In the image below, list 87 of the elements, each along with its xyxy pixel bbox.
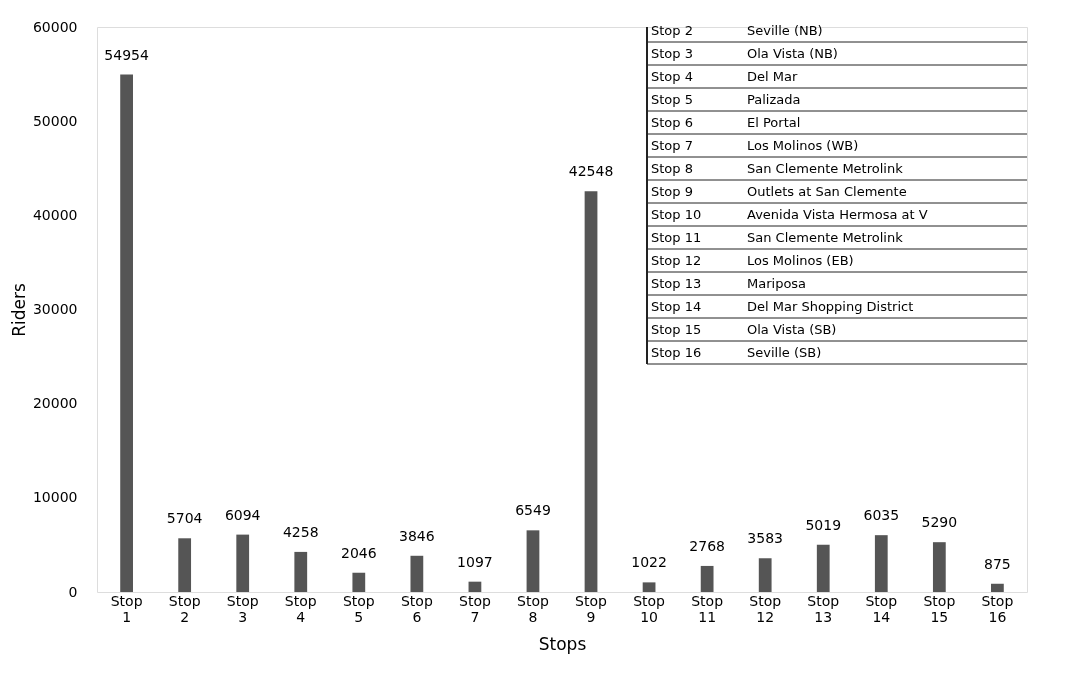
data-label: 2046 xyxy=(341,544,377,561)
annotation: Stop 11 xyxy=(651,229,702,245)
annotation: Stop 9 xyxy=(651,183,693,199)
annotation: Del Mar xyxy=(747,68,798,84)
x-axis-title: Stops xyxy=(538,633,587,654)
bar xyxy=(642,582,656,592)
y-tick-label: 40000 xyxy=(32,206,78,223)
x-tick-label: Stop 2 xyxy=(168,592,201,625)
annotation: Los Molinos (WB) xyxy=(747,137,859,153)
data-label: 6094 xyxy=(224,506,261,523)
x-tick-label: Stop 4 xyxy=(284,592,317,625)
annotation: Stop 2 xyxy=(651,22,693,38)
annotation: Mariposa xyxy=(747,275,807,291)
bar xyxy=(991,583,1004,592)
data-label: 1022 xyxy=(631,554,667,571)
data-label: 6549 xyxy=(515,502,551,519)
bar xyxy=(874,535,888,592)
x-tick-label: Stop 15 xyxy=(923,592,956,625)
annotation: Ola Vista (SB) xyxy=(747,321,837,337)
x-tick-label: Stop 10 xyxy=(633,592,666,625)
data-label: 875 xyxy=(984,555,1011,572)
y-tick-label: 50000 xyxy=(32,112,78,129)
bar xyxy=(352,572,366,592)
data-label: 2768 xyxy=(689,537,725,554)
annotation: Seville (NB) xyxy=(747,22,823,38)
annotation: Palizada xyxy=(747,91,801,107)
data-label: 5290 xyxy=(921,514,958,531)
bar xyxy=(758,558,772,592)
x-tick-label: Stop 6 xyxy=(400,592,433,625)
bar xyxy=(584,191,598,592)
x-tick-label: Stop 16 xyxy=(981,592,1014,625)
data-label: 42548 xyxy=(568,163,614,180)
y-axis-title: Riders xyxy=(8,283,29,337)
x-tick-label: Stop 5 xyxy=(342,592,375,625)
bar xyxy=(700,565,714,592)
bar xyxy=(526,530,540,592)
data-label: 3846 xyxy=(399,527,435,544)
y-tick-label: 10000 xyxy=(32,489,78,506)
bar xyxy=(410,555,424,592)
annotation: Los Molinos (EB) xyxy=(747,252,854,268)
data-label: 3583 xyxy=(747,530,783,547)
annotation: Ola Vista (NB) xyxy=(747,45,838,61)
annotation: Stop 16 xyxy=(651,344,702,360)
annotation: Avenida Vista Hermosa at V xyxy=(747,206,928,222)
data-label: 1097 xyxy=(457,553,493,570)
x-tick-label: Stop 11 xyxy=(691,592,724,625)
y-tick-label: 30000 xyxy=(32,301,78,317)
annotation: Stop 4 xyxy=(651,68,693,84)
data-label: 6035 xyxy=(863,507,900,524)
annotation: Del Mar Shopping District xyxy=(747,298,914,314)
x-tick-label: Stop 14 xyxy=(865,592,898,625)
x-tick-label: Stop 3 xyxy=(226,592,259,625)
bar xyxy=(120,74,133,592)
annotation: Stop 13 xyxy=(651,275,702,291)
bar xyxy=(236,534,250,592)
bar xyxy=(294,551,308,592)
annotation: San Clemente Metrolink xyxy=(747,229,904,245)
data-label: 5019 xyxy=(805,516,842,533)
y-tick-label: 20000 xyxy=(32,395,78,412)
annotation: Stop 7 xyxy=(651,137,693,153)
bar xyxy=(816,544,830,592)
x-tick-label: Stop 7 xyxy=(459,592,491,625)
y-tick-label: 0 xyxy=(68,583,78,600)
annotation: San Clemente Metrolink xyxy=(747,160,904,176)
annotation: Stop 15 xyxy=(651,321,702,337)
annotation: Stop 10 xyxy=(651,206,702,222)
data-label: 4258 xyxy=(282,523,319,540)
x-tick-label: Stop 8 xyxy=(517,592,549,625)
annotation: Stop 14 xyxy=(651,298,702,314)
bar xyxy=(178,538,192,592)
annotation: Stop 6 xyxy=(651,114,693,130)
annotation: Stop 5 xyxy=(651,91,693,107)
x-tick-label: Stop 12 xyxy=(749,592,782,625)
x-tick-label: Stop 1 xyxy=(110,592,143,625)
annotation: Outlets at San Clemente xyxy=(747,183,907,199)
data-label: 5704 xyxy=(166,510,203,527)
annotation: Stop 12 xyxy=(651,252,702,268)
annotation: Stop 8 xyxy=(651,160,693,176)
annotation: Stop 3 xyxy=(651,45,693,61)
annotation: El Portal xyxy=(747,114,801,130)
x-tick-label: Stop 13 xyxy=(807,592,840,625)
x-tick-label: Stop 9 xyxy=(575,592,608,625)
annotation: Seville (SB) xyxy=(747,344,822,360)
y-tick-label: 60000 xyxy=(32,18,78,35)
bar xyxy=(932,542,946,592)
bar xyxy=(468,581,482,592)
data-label: 54954 xyxy=(104,46,149,63)
